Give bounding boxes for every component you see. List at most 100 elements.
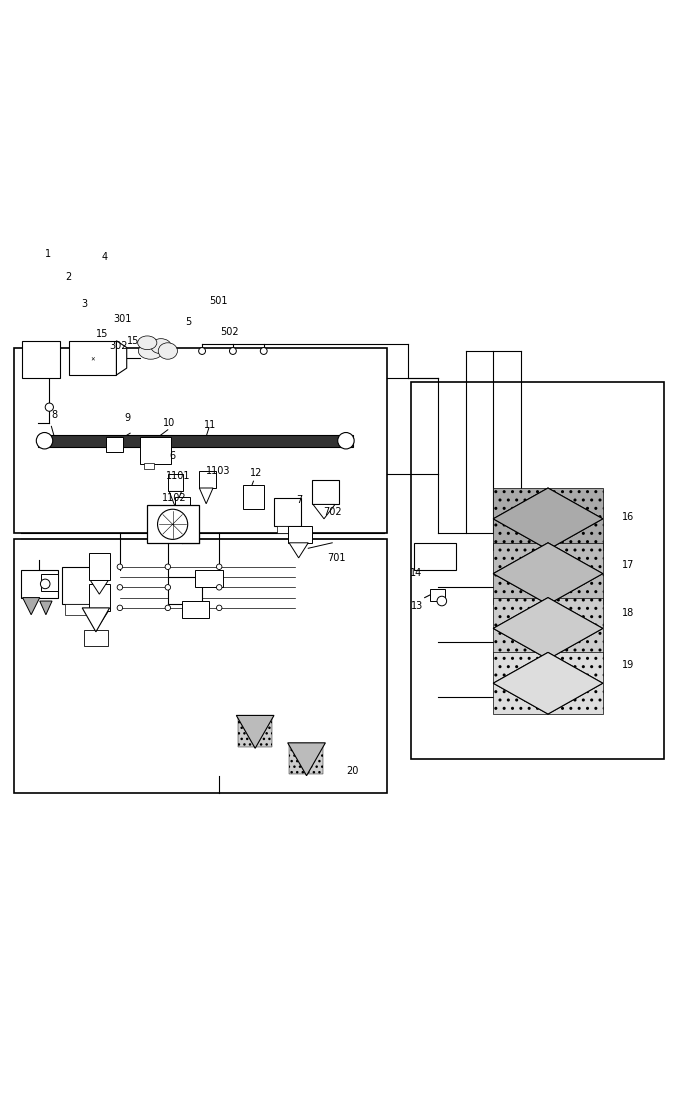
Circle shape [165, 564, 171, 570]
Bar [14, 347, 387, 532]
Bar [411, 382, 664, 759]
Text: 3: 3 [81, 298, 87, 308]
Text: 18: 18 [622, 608, 634, 618]
Text: 1101: 1101 [166, 471, 190, 481]
Circle shape [260, 347, 267, 354]
Ellipse shape [138, 336, 157, 349]
Text: 2: 2 [65, 273, 71, 283]
Circle shape [216, 564, 222, 570]
Bar [168, 577, 202, 604]
Circle shape [229, 347, 236, 354]
Text: 17: 17 [622, 560, 634, 570]
Text: 11: 11 [204, 420, 216, 430]
Text: 501: 501 [209, 296, 227, 306]
Bar [195, 570, 223, 588]
Polygon shape [548, 598, 603, 659]
Bar [62, 567, 92, 604]
Bar [493, 543, 603, 604]
Bar [274, 499, 301, 525]
Text: 8: 8 [51, 410, 58, 420]
Circle shape [338, 433, 354, 449]
Bar [493, 598, 603, 659]
Polygon shape [236, 716, 274, 748]
Text: 16: 16 [622, 512, 634, 522]
Bar [243, 484, 264, 509]
Polygon shape [288, 742, 325, 776]
Bar [289, 745, 323, 775]
Bar [65, 604, 89, 614]
Bar [312, 481, 339, 504]
Polygon shape [493, 598, 603, 659]
Text: 6: 6 [169, 451, 175, 461]
Circle shape [437, 597, 447, 605]
Text: 20: 20 [346, 766, 358, 776]
Bar [238, 717, 272, 747]
Text: 7: 7 [296, 495, 302, 505]
Circle shape [117, 584, 123, 590]
Bar [144, 463, 154, 469]
Bar [147, 505, 199, 543]
Text: 15: 15 [127, 335, 139, 345]
Text: 9: 9 [125, 413, 131, 423]
Bar [493, 487, 603, 550]
Circle shape [45, 403, 53, 412]
Text: 4: 4 [101, 252, 108, 262]
Ellipse shape [138, 343, 163, 359]
Polygon shape [90, 581, 108, 594]
Bar [22, 572, 56, 597]
Text: 15: 15 [96, 329, 108, 339]
Polygon shape [493, 598, 548, 659]
Bar [277, 525, 298, 532]
Circle shape [165, 605, 171, 611]
Polygon shape [548, 543, 603, 604]
Bar [41, 573, 58, 591]
Text: 12: 12 [250, 467, 262, 477]
Polygon shape [23, 598, 40, 614]
Ellipse shape [158, 343, 177, 359]
Bar [168, 474, 183, 492]
Circle shape [216, 584, 222, 590]
Polygon shape [90, 611, 108, 626]
Circle shape [165, 584, 171, 590]
Bar [175, 496, 190, 512]
Polygon shape [493, 487, 548, 550]
Bar [493, 652, 603, 715]
Circle shape [36, 433, 53, 449]
Circle shape [158, 510, 188, 540]
Bar [21, 570, 58, 598]
Text: 302: 302 [110, 341, 128, 351]
Polygon shape [493, 652, 548, 715]
Text: 13: 13 [411, 601, 423, 611]
Text: 1102: 1102 [162, 493, 187, 503]
Polygon shape [169, 492, 182, 508]
Circle shape [40, 579, 50, 589]
Text: 14: 14 [410, 569, 422, 579]
Circle shape [199, 347, 205, 354]
Text: 702: 702 [323, 506, 342, 516]
Bar [68, 341, 116, 375]
Bar [89, 584, 110, 611]
Circle shape [117, 564, 123, 570]
Text: 10: 10 [163, 417, 175, 427]
Polygon shape [548, 652, 603, 715]
Bar [414, 543, 456, 570]
Bar [199, 471, 216, 487]
Polygon shape [116, 341, 127, 375]
Polygon shape [82, 608, 110, 632]
Polygon shape [313, 504, 335, 519]
Polygon shape [493, 487, 603, 550]
Circle shape [216, 605, 222, 611]
Polygon shape [40, 601, 52, 614]
Text: 1: 1 [45, 248, 51, 258]
Bar [84, 630, 108, 646]
Bar [89, 553, 110, 581]
Polygon shape [176, 512, 188, 528]
Bar [38, 434, 353, 447]
Ellipse shape [151, 338, 171, 354]
Bar [288, 525, 312, 543]
Bar [106, 437, 123, 452]
Text: 1103: 1103 [206, 465, 230, 475]
Bar [140, 436, 171, 464]
Bar [14, 540, 387, 792]
Text: 701: 701 [327, 553, 346, 563]
